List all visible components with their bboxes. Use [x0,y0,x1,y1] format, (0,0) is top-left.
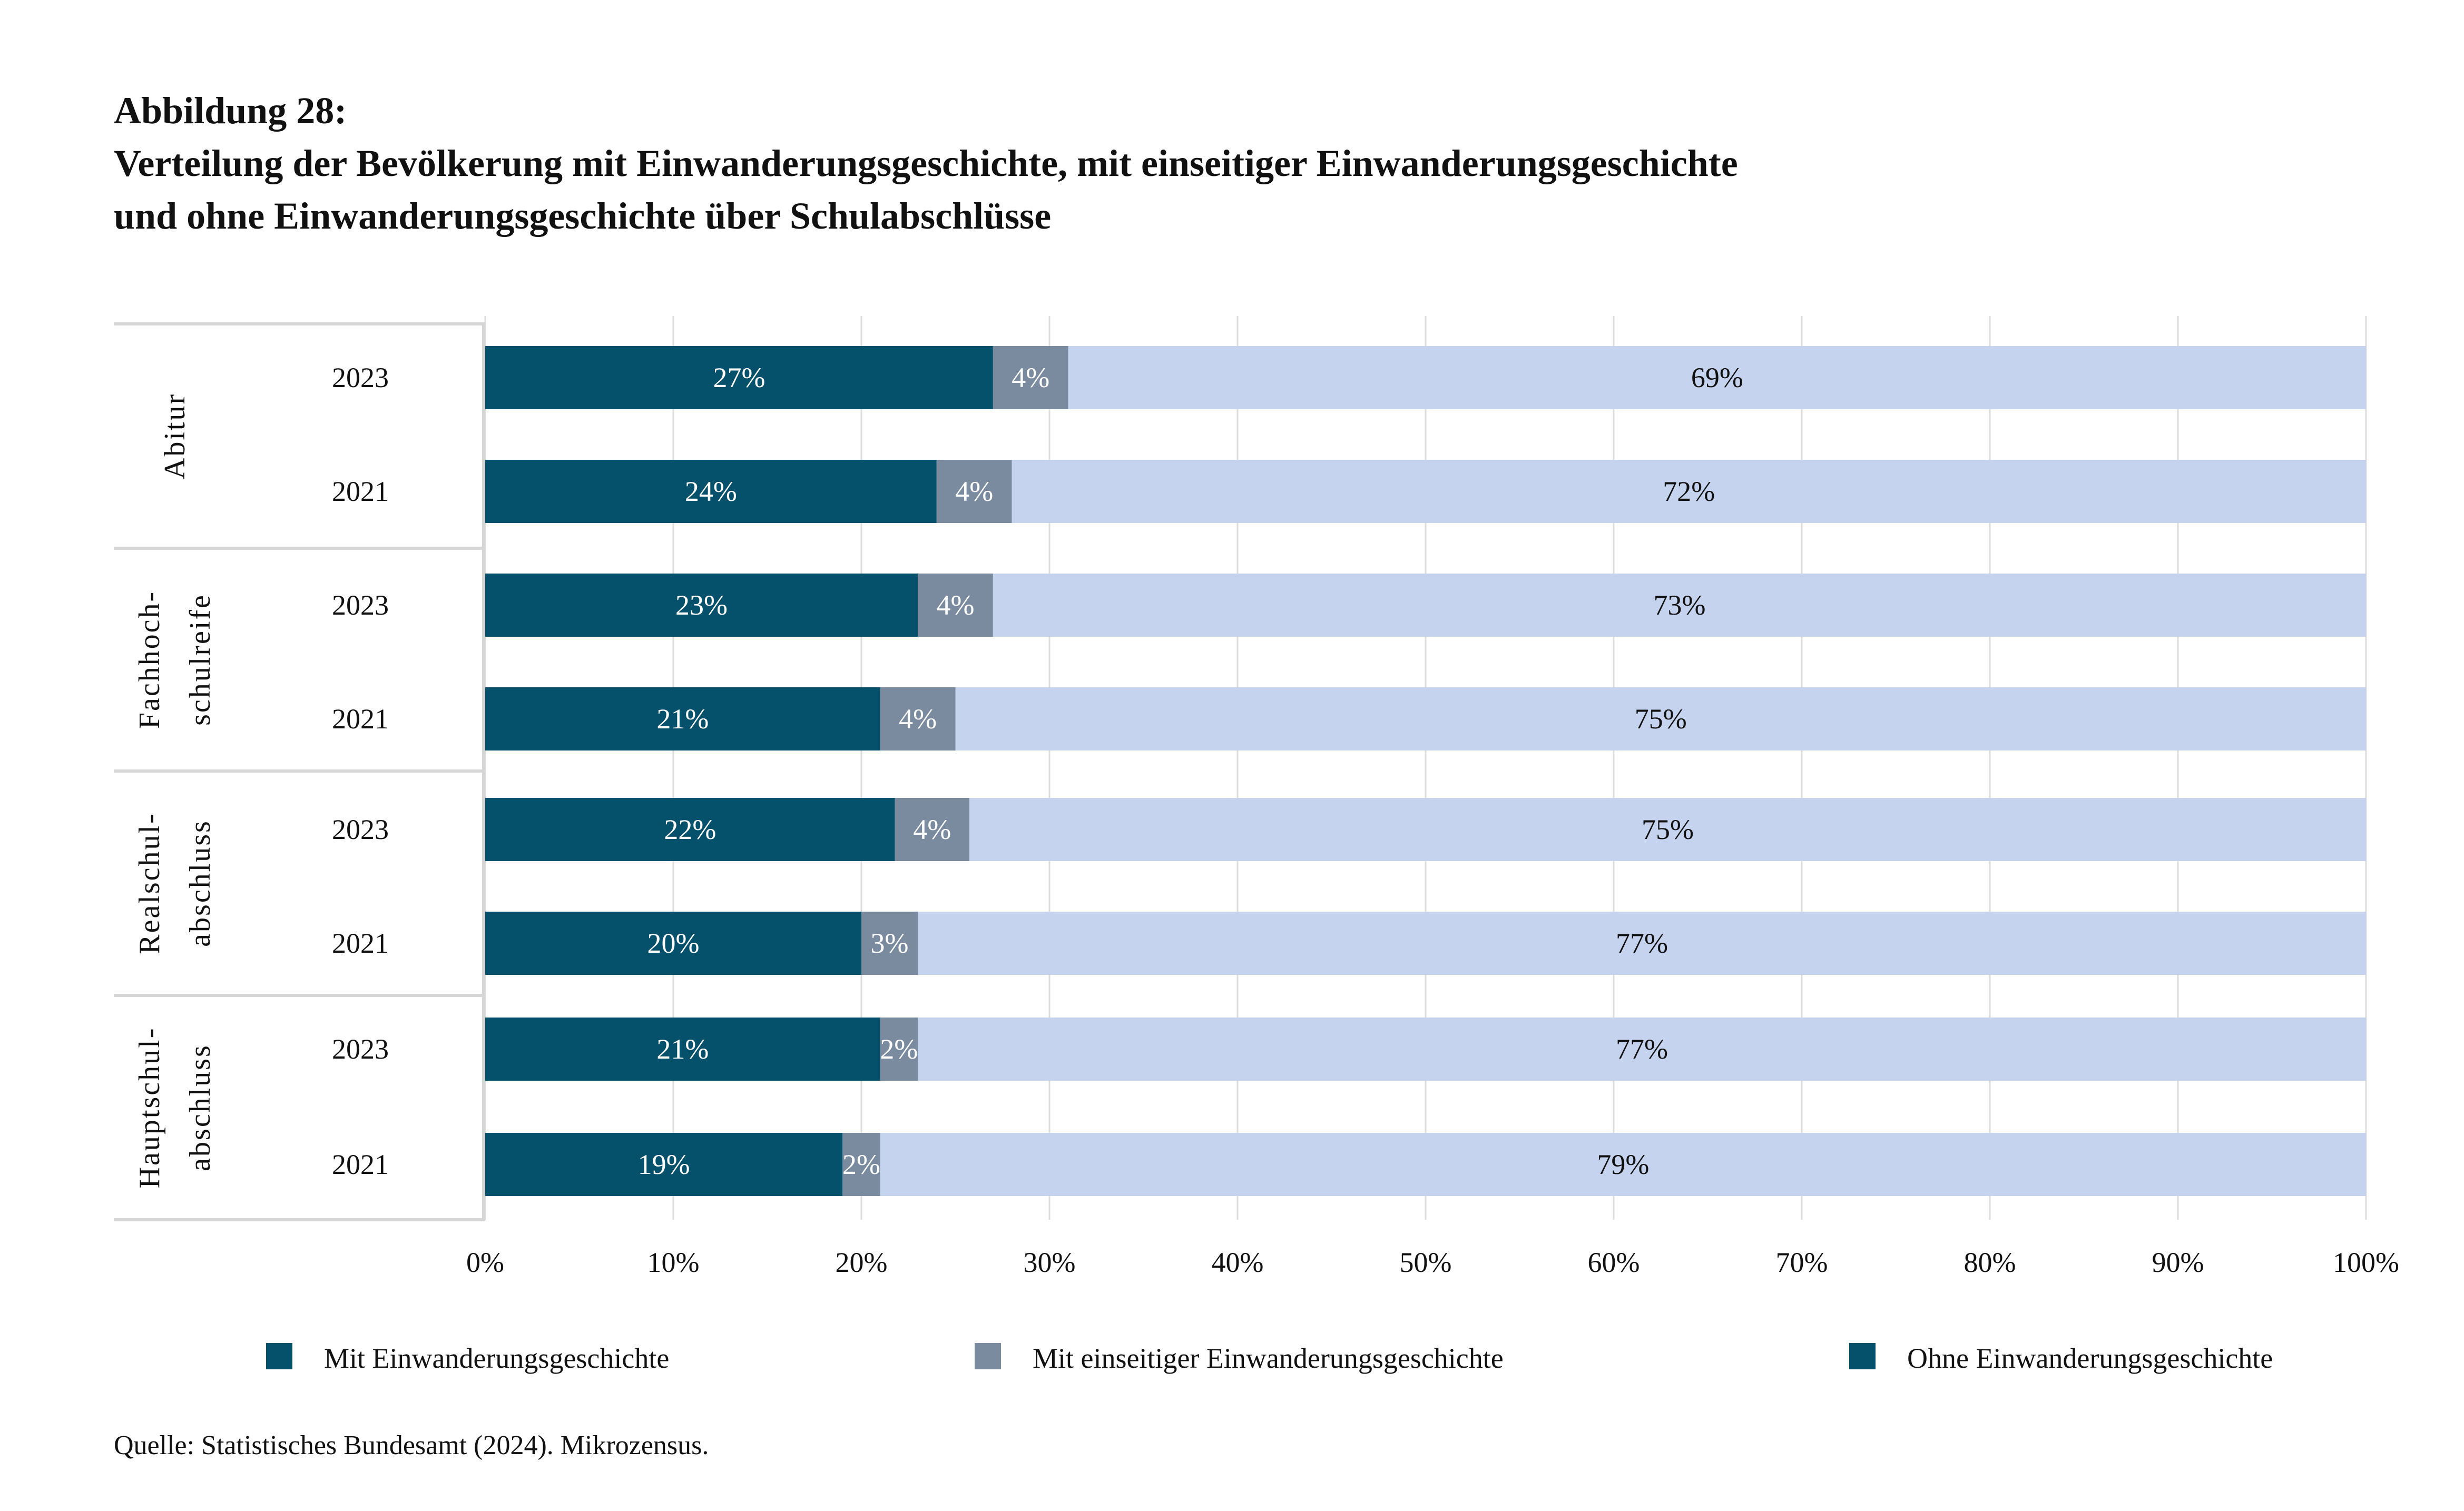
data-label: 21% [656,1033,709,1065]
group-label: abschluss [184,819,217,947]
group-label: Fachhoch- [133,590,166,729]
x-tick-label: 0% [466,1247,504,1278]
bar-segment [1012,460,2366,523]
data-label: 79% [1597,1149,1649,1180]
bar-segment [485,912,861,975]
bar-segment [936,460,1012,523]
bar-segment [485,346,993,409]
x-tick-label: 30% [1024,1247,1076,1278]
year-label: 2021 [332,476,389,507]
data-label: 4% [1012,362,1049,393]
bar-segment [485,574,918,637]
bar-segment [918,912,2366,975]
chart-title-line1: Verteilung der Bevölkerung mit Einwander… [114,142,1738,184]
bar-segment [485,798,895,861]
bar-segment [880,1018,918,1081]
chart-title-line2: und ohne Einwanderungsgeschichte über Sc… [114,195,1052,237]
year-label: 2021 [332,1149,389,1180]
data-label: 4% [899,703,937,735]
x-tick-label: 50% [1400,1247,1452,1278]
year-label: 2023 [332,589,389,621]
bar-segment [485,460,937,523]
x-tick-label: 70% [1776,1247,1828,1278]
legend-swatch [1849,1343,1876,1369]
data-label: 4% [955,476,993,507]
x-tick-label: 40% [1212,1247,1264,1278]
data-label: 21% [656,703,709,735]
x-tick-label: 60% [1588,1247,1640,1278]
data-label: 72% [1663,476,1715,507]
data-label: 75% [1635,703,1687,735]
figure-label: Abbildung 28: [114,90,347,132]
data-label: 3% [871,927,909,959]
data-label: 2% [880,1033,918,1065]
bar-segment [485,1133,843,1196]
data-label: 27% [713,362,765,393]
bar-segment [955,687,2366,750]
data-label: 75% [1642,814,1694,845]
bar-segment [918,1018,2366,1081]
x-tick-label: 10% [647,1247,700,1278]
data-label: 4% [913,814,951,845]
x-tick-label: 90% [2152,1247,2204,1278]
data-label: 4% [937,589,975,621]
year-label: 2021 [332,927,389,959]
legend-label: Ohne Einwanderungsgeschichte [1907,1342,2273,1374]
year-label: 2023 [332,814,389,845]
bar-segment [880,687,956,750]
bar-segment [880,1133,2366,1196]
legend-swatch [266,1343,292,1369]
group-label: Abitur [159,393,191,479]
legend-swatch [975,1343,1001,1369]
legend-label: Mit einseitiger Einwanderungsgeschichte [1033,1342,1504,1374]
x-tick-label: 80% [1964,1247,2016,1278]
group-label: schulreife [184,594,217,726]
year-label: 2023 [332,1033,389,1065]
bar-segment [969,798,2367,861]
data-label: 19% [638,1149,690,1180]
data-label: 77% [1616,927,1668,959]
group-label: Hauptschul- [133,1027,166,1189]
bar-segment [993,346,1068,409]
data-label: 2% [842,1149,880,1180]
x-tick-label: 20% [836,1247,888,1278]
data-label: 73% [1653,589,1705,621]
bar-segment [993,574,2367,637]
bar-segment [861,912,918,975]
group-label: abschluss [184,1044,217,1171]
year-label: 2023 [332,362,389,393]
data-label: 20% [647,927,700,959]
legend-label: Mit Einwanderungsgeschichte [324,1342,669,1374]
data-label: 77% [1616,1033,1668,1065]
data-label: 23% [675,589,728,621]
group-label: Realschul- [133,812,166,954]
bar-segment [485,687,880,750]
data-label: 69% [1691,362,1743,393]
bar-segment [842,1133,880,1196]
year-label: 2021 [332,703,389,735]
bar-segment [485,1018,880,1081]
bar-segment [895,798,970,861]
bar-segment [918,574,993,637]
x-tick-label: 100% [2333,1247,2399,1278]
data-label: 24% [685,476,737,507]
source-note: Quelle: Statistisches Bundesamt (2024). … [114,1430,709,1460]
bar-segment [1068,346,2366,409]
data-label: 22% [664,814,716,845]
